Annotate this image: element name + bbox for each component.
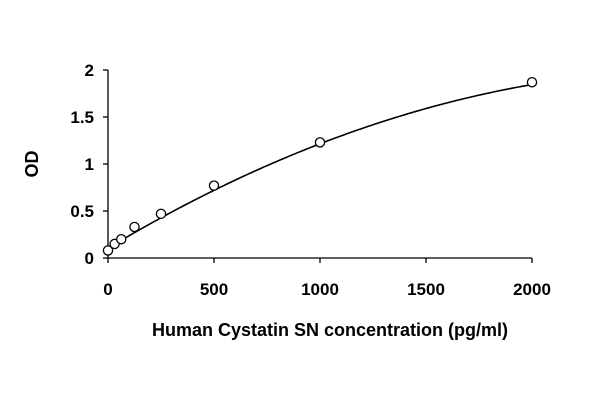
y-tick-label: 2 — [85, 61, 94, 80]
data-point — [526, 76, 538, 88]
x-tick-label: 0 — [103, 280, 112, 299]
x-tick-label: 1000 — [301, 280, 339, 299]
x-tick-label: 1500 — [407, 280, 445, 299]
data-point — [208, 180, 220, 191]
x-tick-label: 500 — [200, 280, 228, 299]
y-tick-label: 1 — [85, 155, 94, 174]
x-axis-title: Human Cystatin SN concentration (pg/ml) — [152, 320, 508, 340]
fit-curve — [107, 83, 533, 249]
data-point — [129, 221, 140, 233]
y-axis-title: OD — [22, 150, 42, 177]
data-points — [102, 76, 538, 256]
x-axis-ticks: 0 500 1000 1500 2000 — [103, 258, 551, 299]
data-point — [116, 233, 127, 245]
data-point — [155, 208, 167, 220]
x-tick-label: 2000 — [513, 280, 551, 299]
y-tick-label: 0.5 — [70, 202, 94, 221]
y-tick-label: 0 — [85, 249, 94, 268]
y-axis-ticks: 0 0.5 1 1.5 2 — [70, 61, 108, 268]
data-point — [102, 245, 114, 256]
data-point — [314, 137, 326, 148]
y-tick-label: 1.5 — [70, 108, 94, 127]
